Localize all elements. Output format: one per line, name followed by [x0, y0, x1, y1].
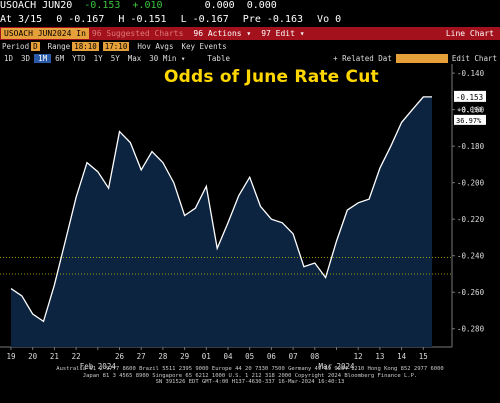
edit-menu[interactable]: 97 Edit ▾: [261, 29, 305, 38]
y-tick-label: -0.280: [457, 325, 485, 334]
x-tick-label: 01: [202, 352, 211, 361]
y-tick-label: -0.160: [457, 106, 485, 115]
x-tick-label: 29: [180, 352, 189, 361]
stats-bar: At 3/15 0 -0.167 H -0.151 L -0.167 Pre -…: [0, 14, 500, 27]
y-tick-label: -0.140: [457, 69, 485, 78]
x-tick-label: 14: [397, 352, 407, 361]
hov-avgs-toggle[interactable]: Hov Avgs: [137, 42, 174, 51]
last-value-label: -0.153: [456, 93, 483, 102]
period-button-1y[interactable]: 1Y: [93, 54, 103, 63]
period-button-1d[interactable]: 1D: [4, 54, 14, 63]
price-change: +.010: [132, 0, 163, 11]
x-tick-label: 20: [28, 352, 38, 361]
side-label: +0.090: [457, 106, 482, 114]
footer-text: Australia 61 2 9777 8600 Brazil 5511 239…: [0, 366, 500, 403]
period-button-5y[interactable]: 5Y: [110, 54, 120, 63]
y-tick-label: -0.200: [457, 179, 485, 188]
side-box: [454, 114, 486, 125]
x-tick-label: 21: [50, 352, 59, 361]
x-tick-label: 12: [354, 352, 363, 361]
frequency-select[interactable]: 30 Min ▾: [149, 54, 186, 63]
footer-line-1: Australia 61 2 9777 8600 Brazil 5511 239…: [56, 366, 444, 372]
related-data-button[interactable]: + Related Dat: [333, 54, 392, 63]
y-tick-label: -0.180: [457, 142, 485, 151]
related-data-input[interactable]: [395, 54, 448, 63]
chart-title: Odds of June Rate Cut: [164, 67, 379, 87]
last-price: -0.153: [84, 0, 121, 11]
x-tick-label: 05: [245, 352, 254, 361]
security-input[interactable]: USOACH JUN2024 In: [1, 28, 89, 39]
pre-value: Pre -0.163: [242, 14, 304, 25]
x-tick-label: 19: [6, 352, 15, 361]
period-button-max[interactable]: Max: [127, 54, 142, 63]
series-line: [10, 96, 432, 323]
bid-price: 0.000: [204, 0, 235, 11]
period-button-ytd[interactable]: YTD: [72, 54, 86, 63]
x-tick-label: 28: [158, 352, 168, 361]
volume-value: Vo 0: [317, 14, 342, 25]
ticker-label: USOACH JUN20: [0, 0, 73, 11]
period-select[interactable]: D: [31, 42, 40, 51]
period-bar: 1D 3D 1M 6M YTD 1Y 5Y Max 30 Min ▾ Table…: [0, 53, 500, 64]
y-tick-label: -0.220: [457, 215, 485, 224]
open-value: 0 -0.167: [56, 14, 105, 25]
range-end-input[interactable]: 17:10: [102, 42, 130, 51]
function-toolbar: USOACH JUN2024 In 96 Suggested Charts 96…: [0, 27, 500, 40]
right-tools: + Related Dat Edit Chart: [333, 54, 500, 63]
ask-price: 0.000: [246, 0, 277, 11]
edit-chart-button[interactable]: Edit Chart: [451, 54, 497, 63]
high-value: H -0.151: [118, 14, 167, 25]
footer-line-2: Japan 81 3 4565 8900 Singapore 65 6212 1…: [82, 372, 418, 379]
last-value-box: [454, 90, 486, 102]
range-label: Range: [47, 42, 71, 51]
price-chart[interactable]: -0.140 -0.160 -0.180 -0.200 -0.220 -0.240 -0.2…: [0, 64, 500, 403]
y-tick-label: -0.260: [457, 288, 485, 297]
period-button-6m[interactable]: 6M: [55, 54, 65, 63]
x-tick-label: 22: [72, 352, 81, 361]
period-label: Period: [2, 42, 30, 51]
series-area: [11, 96, 432, 348]
chart-type-label[interactable]: Line Chart: [445, 29, 494, 38]
x-tick-label: Feb 2024: [80, 362, 117, 371]
period-button-3d[interactable]: 3D: [21, 54, 31, 63]
side-label: 36.97%: [456, 117, 482, 125]
footer-line-3: SN 391526 EDT GMT-4:00 H137-4630-337 16-…: [155, 379, 345, 385]
x-tick-label: 07: [289, 352, 298, 361]
low-value: L -0.167: [180, 14, 229, 25]
y-tick-label: -0.240: [457, 252, 485, 261]
period-button-1m[interactable]: 1M: [34, 54, 52, 63]
suggested-charts-button[interactable]: 96 Suggested Charts: [91, 29, 184, 38]
x-tick-label: Mar 2024: [318, 362, 355, 371]
key-events-toggle[interactable]: Key Events: [181, 42, 227, 51]
range-start-input[interactable]: 18:10: [72, 42, 99, 51]
x-tick-label: 13: [375, 352, 384, 361]
x-tick-label: 15: [419, 352, 428, 361]
x-tick-label: 06: [267, 352, 277, 361]
actions-menu[interactable]: 96 Actions ▾: [193, 29, 252, 38]
x-tick-label: 08: [310, 352, 320, 361]
table-button[interactable]: Table: [207, 54, 230, 63]
as-of-date: At 3/15: [0, 14, 43, 25]
x-tick-label: 04: [223, 352, 233, 361]
parameter-bar: Period D Range 18:10 17:10 Hov Avgs Key …: [0, 41, 500, 52]
quote-bar: USOACH JUN20 -0.153 +.010 0.000 0.000: [0, 0, 500, 14]
x-tick-label: 26: [115, 352, 125, 361]
x-tick-label: 27: [137, 352, 146, 361]
